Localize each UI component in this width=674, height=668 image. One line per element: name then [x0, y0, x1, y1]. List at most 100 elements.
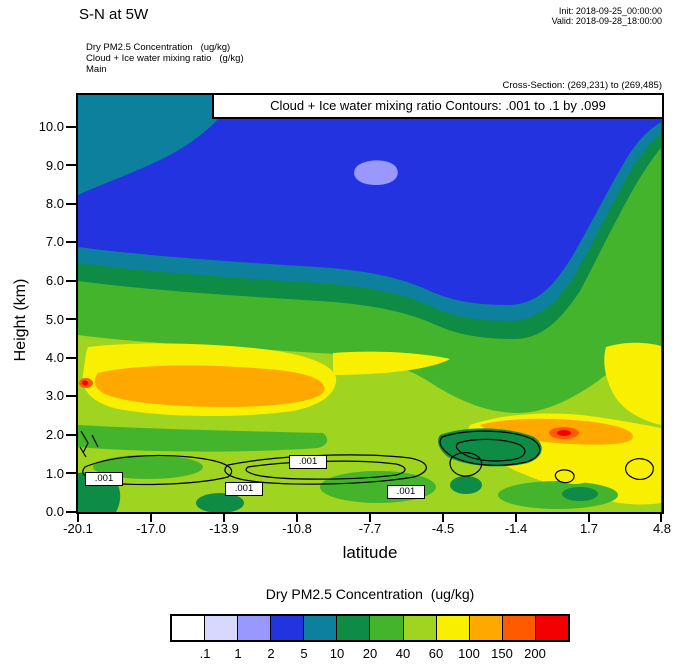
x-tick-mark [442, 514, 444, 522]
fill-green-patch-bottom-right [498, 481, 618, 509]
y-tick-label: 10.0 [38, 119, 64, 134]
fill-green-strip-below-plume [78, 425, 328, 452]
y-tick-label: 0.0 [45, 504, 64, 519]
fill-yellow-plume-center [333, 351, 450, 375]
cross-section-plot-svg [78, 95, 662, 512]
x-tick-mark [588, 514, 590, 522]
y-tick-mark [66, 203, 76, 205]
x-tick-label: -7.7 [358, 521, 382, 536]
colorbar-swatch [237, 616, 271, 640]
x-axis-title: latitude [342, 543, 398, 562]
x-tick-label: -4.5 [431, 521, 455, 536]
y-tick-label: 4.0 [45, 350, 64, 365]
y-tick-label: 6.0 [45, 273, 64, 288]
colorbar-swatch [501, 616, 535, 640]
y-tick-label: 7.0 [45, 234, 64, 249]
colorbar-tick-label: 5 [300, 646, 308, 661]
y-tick-mark [66, 126, 76, 128]
cross-section-coords: Cross-Section: (269,231) to (269,485) [502, 80, 662, 91]
cloud-contour-cluster-outer [439, 430, 541, 466]
colorbar-swatch [204, 616, 238, 640]
y-tick-mark [66, 357, 76, 359]
y-tick-label: 3.0 [45, 388, 64, 403]
colorbar-tick-label: .1 [199, 646, 211, 661]
y-tick-mark [66, 241, 76, 243]
y-tick-label: 8.0 [45, 196, 64, 211]
fill-red-spot-right [557, 430, 571, 436]
colorbar-swatch [402, 616, 436, 640]
cloud-contour-loop-center-inner [245, 460, 406, 480]
colorbar-swatch [468, 616, 502, 640]
contour-info-box: Cloud + Ice water mixing ratio Contours:… [212, 95, 662, 119]
cloud-contour-squiggles-left [79, 430, 99, 458]
colorbar-tick-label: 100 [458, 646, 480, 661]
valid-timestamp: Valid: 2018-09-28_18:00:00 [551, 16, 662, 26]
x-tick-label: -20.1 [63, 521, 93, 536]
colorbar-title: Dry PM2.5 Concentration (ug/kg) [265, 586, 475, 602]
x-tick-mark [515, 514, 517, 522]
fill-yellow-patch-bottom-right [560, 472, 590, 484]
colorbar-swatch [369, 616, 403, 640]
colorbar-tick-label: 150 [491, 646, 513, 661]
fill-yellowgreen-patch-bottom-left [124, 486, 160, 504]
y-tick-label: 9.0 [45, 158, 64, 173]
colorbar-swatch [270, 616, 304, 640]
x-tick-mark [660, 514, 662, 522]
legend-domain: Main [86, 64, 107, 75]
x-tick-label: -1.4 [504, 521, 528, 536]
cloud-contour-cluster-inner [455, 438, 526, 462]
colorbar-tick-label: 2 [267, 646, 275, 661]
x-tick-label: 1.7 [579, 521, 599, 536]
x-tick-mark [369, 514, 371, 522]
fill-teal-wedge-top-left [78, 95, 236, 195]
y-tick-label: 5.0 [45, 312, 64, 327]
x-tick-mark [296, 514, 298, 522]
x-tick-label: -17.0 [136, 521, 166, 536]
y-tick-mark [66, 434, 76, 436]
fill-darkgreen-patch-bottom-2 [450, 476, 482, 494]
colorbar-tick-label: 60 [428, 646, 444, 661]
colorbar-swatch [303, 616, 337, 640]
x-tick-mark [77, 514, 79, 522]
contour-value-label: .001 [85, 472, 123, 486]
y-tick-mark [66, 472, 76, 474]
colorbar-tick-label: 40 [395, 646, 411, 661]
x-tick-mark [223, 514, 225, 522]
colorbar-swatch [172, 616, 205, 640]
contour-value-label: .001 [289, 455, 327, 469]
fill-orange-core-left [94, 365, 325, 407]
init-timestamp: Init: 2018-09-25_00:00:00 [558, 6, 662, 16]
fill-darkgreen-patch-bottom-1 [196, 493, 244, 512]
y-tick-mark [66, 395, 76, 397]
colorbar-swatch [435, 616, 469, 640]
y-tick-label: 1.0 [45, 466, 64, 481]
y-tick-mark [66, 318, 76, 320]
cloud-contour-loop-small [449, 452, 483, 477]
fill-darkgreen-patch-bottom-3 [562, 487, 598, 501]
x-tick-mark [150, 514, 152, 522]
legend-fill-variable: Dry PM2.5 Concentration (ug/kg) [86, 42, 231, 53]
y-tick-mark [66, 280, 76, 282]
y-tick-label: 2.0 [45, 427, 64, 442]
colorbar-swatch [534, 616, 568, 640]
colorbar-tick-label: 200 [524, 646, 546, 661]
fill-darkgreen-patch-right [438, 428, 542, 467]
cross-section-plot: Cloud + Ice water mixing ratio Contours:… [76, 93, 664, 514]
x-tick-label: -10.8 [282, 521, 312, 536]
colorbar-swatch [336, 616, 370, 640]
y-tick-mark [66, 511, 76, 513]
contour-value-label: .001 [225, 482, 263, 496]
pm25-fill-layers [78, 95, 662, 512]
colorbar-tick-label: 1 [234, 646, 242, 661]
colorbar-tick-label: 20 [362, 646, 378, 661]
colorbar [170, 614, 570, 642]
page-title: S-N at 5W [79, 6, 149, 23]
fill-yellow-right-edge [604, 342, 661, 425]
cloud-contour-loop-tiny [554, 469, 575, 484]
y-tick-mark [66, 164, 76, 166]
legend-overlay-variable: Cloud + Ice water mixing ratio (g/kg) [86, 53, 244, 64]
x-tick-label: 4.8 [652, 521, 672, 536]
fill-lavender-clean-patch [354, 160, 398, 185]
colorbar-tick-label: 10 [329, 646, 345, 661]
